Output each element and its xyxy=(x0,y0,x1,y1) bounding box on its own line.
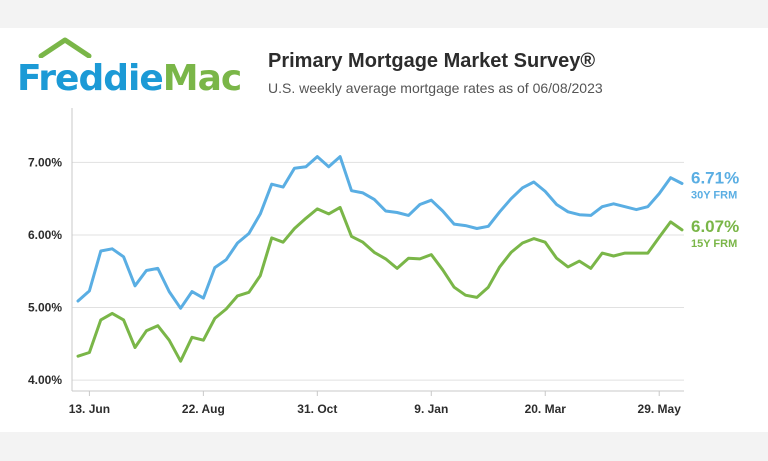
series-line-15y-frm xyxy=(76,205,684,363)
chart-subtitle: U.S. weekly average mortgage rates as of… xyxy=(268,80,603,96)
series-line-30y-frm xyxy=(76,155,684,310)
y-tick-label: 7.00% xyxy=(28,155,62,169)
axes: 4.00% 5.00% 6.00% 7.00% 13. Jun 22. Aug 31. Oc… xyxy=(28,108,684,416)
logo-word-mac: Mac xyxy=(162,58,242,99)
card xyxy=(0,28,768,432)
series-name-label: 30Y FRM xyxy=(691,189,737,201)
x-tick-label: 9. Jan xyxy=(414,402,448,416)
end-labels: 6.71% 30Y FRM 6.07% 15Y FRM xyxy=(691,168,739,249)
y-tick-label: 4.00% xyxy=(28,373,62,387)
series-name-label: 15Y FRM xyxy=(691,238,737,250)
y-tick-label: 6.00% xyxy=(28,228,62,242)
end-value-label: 6.07% xyxy=(691,217,739,236)
x-tick-label: 13. Jun xyxy=(69,402,110,416)
x-tick-label: 22. Aug xyxy=(182,402,225,416)
end-value-label: 6.71% xyxy=(691,168,739,187)
freddie-mac-logo[interactable]: FreddieMac xyxy=(17,34,247,104)
series-lines xyxy=(76,155,684,363)
logo-wordmark: FreddieMac xyxy=(17,58,242,99)
chart-title: Primary Mortgage Market Survey® xyxy=(268,50,596,72)
x-tick-label: 29. May xyxy=(638,402,682,416)
y-tick-label: 5.00% xyxy=(28,301,62,315)
house-roof-icon xyxy=(38,37,92,58)
x-tick-label: 20. Mar xyxy=(525,402,567,416)
grid xyxy=(72,161,684,381)
logo-word-freddie: Freddie xyxy=(17,58,164,99)
x-tick-label: 31. Oct xyxy=(297,402,337,416)
